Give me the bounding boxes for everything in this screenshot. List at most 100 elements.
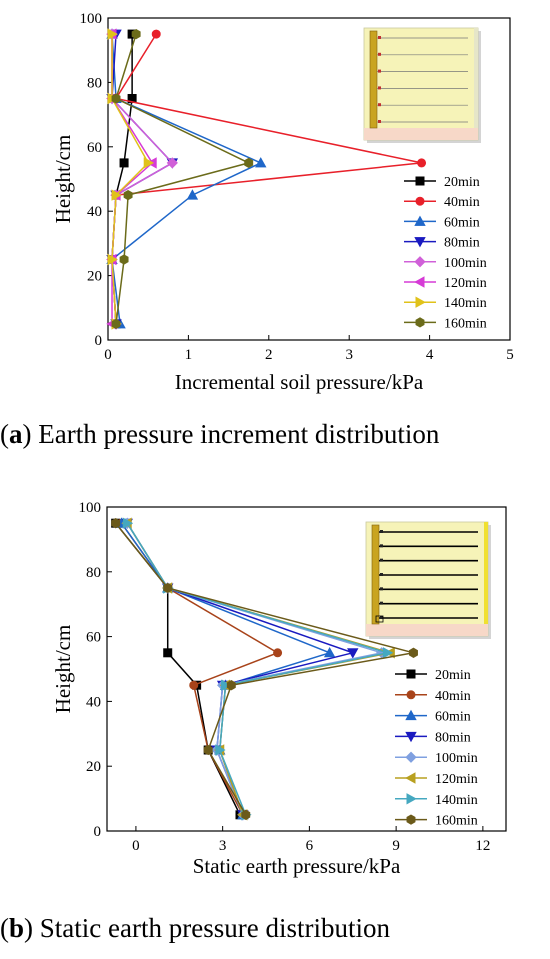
series-line (115, 522, 241, 816)
legend-label: 120min (444, 276, 487, 291)
data-point (111, 518, 121, 529)
x-tick-label: 3 (345, 347, 353, 363)
legend-label: 80min (444, 236, 480, 251)
chart-b: 0 3 6 9 12 0 20 40 60 80 100 Static earth pressure/… (51, 500, 507, 878)
legend-entry: 120min (404, 276, 487, 291)
y-tick-label: 0 (94, 824, 102, 840)
data-point (409, 647, 418, 658)
inset-sensor-marker (380, 601, 383, 605)
inset-sensor-marker (378, 52, 381, 56)
series-line (126, 522, 391, 816)
inset-right-wall (484, 522, 488, 624)
y-tick-label: 80 (87, 75, 102, 91)
plot-frame (106, 506, 507, 832)
data-point (203, 744, 213, 756)
x-axis-label: Static earth pressure/kPa (193, 854, 401, 878)
chart-a: 0 1 2 3 4 5 0 20 40 60 80 100 Incremental soil press… (51, 11, 514, 394)
legend-entry: 40min (395, 689, 471, 704)
inset-base-layer (364, 128, 478, 140)
data-point (107, 253, 118, 266)
data-point (273, 648, 283, 658)
y-tick-label: 0 (95, 333, 103, 349)
legend-entry: 20min (404, 175, 480, 190)
data-point (111, 318, 121, 330)
data-point (111, 93, 121, 104)
legend-entry: 120min (395, 772, 478, 787)
legend-marker (414, 215, 426, 226)
x-tick-label: 12 (475, 838, 490, 854)
data-point (119, 254, 129, 265)
legend-entry: 80min (395, 730, 471, 745)
inset-sensor-marker (380, 616, 383, 619)
legend-label: 140min (444, 296, 487, 311)
y-tick-label: 60 (86, 630, 101, 646)
legend-entry: 40min (404, 195, 480, 210)
inset-sensor-marker (378, 69, 381, 73)
inset-base-layer (366, 624, 488, 636)
y-tick-label: 20 (86, 759, 101, 775)
legend-entry: 160min (404, 316, 487, 331)
inset-retaining-wall (371, 524, 380, 625)
caption-b-text: Static earth pressure distribution (39, 913, 390, 943)
legend-entry: 140min (395, 793, 478, 808)
y-tick-label: 40 (87, 204, 102, 220)
legend-marker (405, 709, 417, 721)
inset-sensor-marker (378, 120, 381, 123)
legend-marker (405, 731, 417, 743)
data-point (347, 648, 359, 659)
data-point (123, 189, 133, 201)
legend-label: 20min (444, 175, 480, 190)
data-point (119, 158, 129, 168)
y-tick-label: 60 (87, 140, 102, 156)
data-point (143, 157, 155, 169)
inset-sensor-marker (380, 587, 383, 591)
series-line (115, 33, 251, 324)
x-tick-label: 5 (506, 347, 514, 363)
x-tick-label: 0 (132, 838, 140, 854)
caption-a-letter: a (9, 419, 23, 449)
legend-label: 20min (435, 668, 471, 683)
legend-label: 160min (435, 814, 478, 829)
model-schematic-inset (365, 521, 491, 639)
model-schematic-inset (363, 27, 481, 143)
data-point (241, 809, 251, 820)
legend-marker (405, 772, 416, 784)
data-point (163, 648, 173, 658)
data-point (151, 29, 161, 39)
data-point (189, 680, 199, 690)
legend-marker (415, 176, 425, 186)
data-point (127, 94, 137, 104)
inset-right-wall (474, 28, 478, 128)
x-tick-label: 3 (219, 838, 227, 854)
series-40min (116, 518, 283, 820)
series-100min (106, 28, 178, 330)
legend-entry: 140min (404, 296, 487, 311)
legend-marker (414, 256, 426, 268)
legend-label: 140min (435, 793, 478, 808)
legend-label: 100min (444, 256, 487, 271)
series-140min (122, 517, 394, 821)
series-160min (111, 28, 254, 330)
caption-a-text: Earth pressure increment distribution (38, 419, 440, 449)
data-point (111, 189, 122, 201)
data-point (215, 744, 226, 756)
y-tick-label: 100 (79, 500, 102, 516)
data-point (107, 28, 118, 40)
data-point (244, 157, 254, 169)
x-axis-label: Incremental soil pressure/kPa (175, 370, 424, 394)
data-point (221, 679, 232, 691)
caption-a: (a) Earth pressure increment distributio… (0, 419, 440, 449)
series-100min (121, 517, 388, 821)
series-line (115, 522, 414, 816)
data-point (382, 647, 394, 659)
inset-sensor-marker (378, 36, 381, 39)
legend-marker (414, 276, 425, 288)
inset-retaining-wall (369, 30, 378, 129)
plot-frame (107, 17, 511, 341)
y-tick-label: 20 (87, 269, 102, 285)
legend-label: 160min (444, 316, 487, 331)
caption-b-letter: b (9, 913, 25, 943)
x-tick-label: 0 (104, 347, 112, 363)
series-line (126, 522, 388, 816)
